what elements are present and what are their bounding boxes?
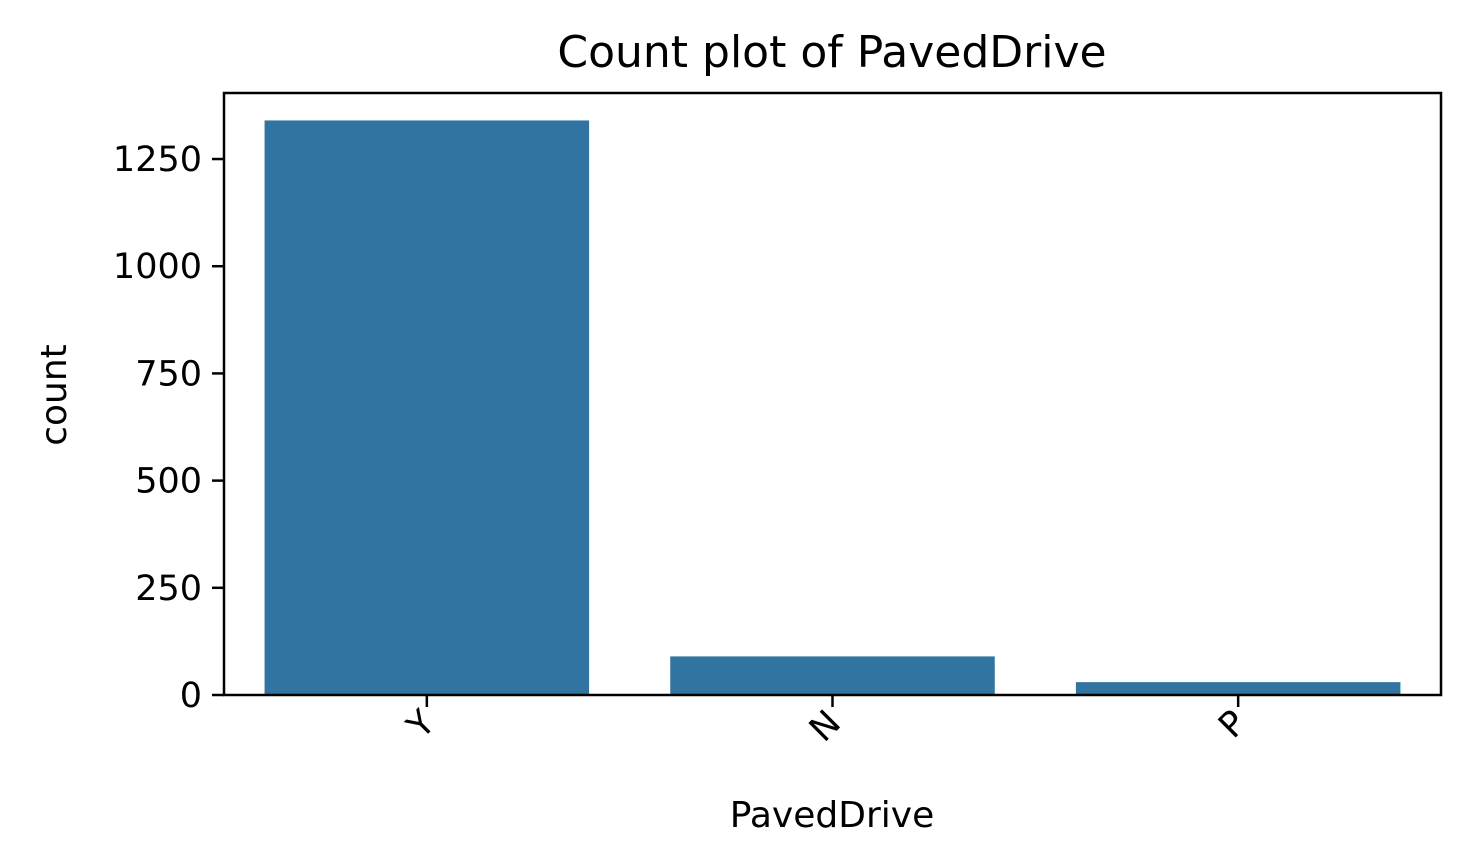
x-tick-label: P: [1211, 703, 1254, 746]
y-tick-label: 250: [135, 569, 202, 609]
y-tick-label: 750: [135, 354, 202, 394]
bar-Y: [264, 120, 590, 696]
bar-N: [670, 656, 995, 695]
bar-P: [1075, 682, 1401, 695]
y-tick-label: 1000: [113, 247, 202, 287]
y-axis-ticks: 0 250 500 750 1000 1250: [113, 140, 224, 716]
bars-group: [264, 120, 1401, 696]
chart-title: Count plot of PavedDrive: [557, 27, 1106, 78]
y-axis-label: count: [34, 344, 75, 446]
plot-frame: [222, 91, 1443, 697]
y-tick-label: 1250: [113, 140, 202, 180]
x-tick-label: N: [802, 703, 849, 750]
x-axis-label: PavedDrive: [730, 795, 934, 836]
x-tick-label: Y: [399, 703, 444, 748]
y-tick-label: 0: [180, 676, 202, 716]
y-tick-label: 500: [135, 462, 202, 502]
